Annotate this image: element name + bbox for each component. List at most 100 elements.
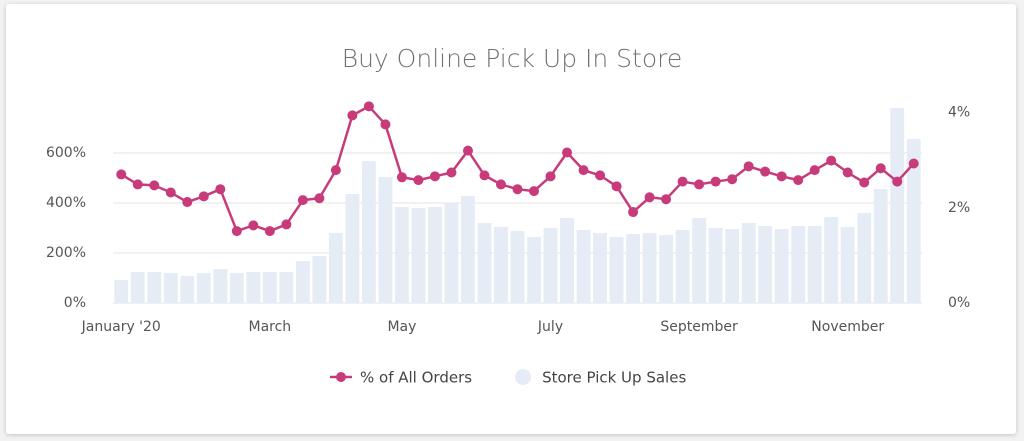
- line-marker: [611, 181, 622, 192]
- legend-label: Store Pick Up Sales: [542, 369, 686, 387]
- bar: [229, 273, 244, 303]
- line-marker: [149, 180, 160, 191]
- line-marker: [363, 101, 374, 112]
- line-marker: [859, 177, 870, 188]
- y-tick-label: 400%: [46, 195, 86, 211]
- bar: [857, 213, 872, 303]
- bar: [906, 139, 921, 303]
- bar: [494, 227, 508, 303]
- bar: [180, 276, 195, 303]
- line-marker: [842, 167, 853, 178]
- line-marker: [826, 155, 837, 166]
- legend-marker: [515, 369, 532, 385]
- x-tick-label: May: [387, 319, 416, 335]
- bar: [675, 230, 690, 303]
- line-marker: [710, 176, 721, 187]
- line-marker: [182, 197, 193, 208]
- bar: [774, 229, 789, 303]
- bar: [543, 228, 558, 303]
- x-tick-label: July: [537, 319, 563, 335]
- bar: [593, 233, 607, 303]
- bar: [163, 273, 178, 303]
- x-tick-label: March: [249, 319, 292, 335]
- bar: [130, 272, 145, 303]
- y2-tick-label: 2%: [948, 200, 970, 216]
- y-tick-label: 600%: [46, 145, 86, 161]
- y2-tick-label: 4%: [948, 105, 970, 121]
- bar: [147, 272, 162, 303]
- y-tick-label: 0%: [64, 295, 86, 311]
- line-marker: [215, 184, 226, 195]
- bar: [692, 218, 707, 303]
- bar: [361, 161, 376, 303]
- line-marker: [231, 226, 242, 237]
- bar: [428, 207, 442, 303]
- bar: [890, 108, 905, 303]
- line-marker: [793, 175, 804, 186]
- bar: [345, 194, 360, 303]
- bar: [213, 269, 228, 303]
- bar: [262, 272, 277, 303]
- line-marker: [132, 179, 143, 190]
- x-tick-label: September: [660, 319, 738, 335]
- bar: [758, 226, 773, 303]
- line-marker: [347, 110, 358, 121]
- bar: [791, 226, 806, 303]
- line-marker: [330, 165, 341, 176]
- line-marker: [776, 171, 787, 182]
- bar: [527, 237, 541, 303]
- line-marker: [545, 171, 556, 182]
- bar: [295, 261, 310, 303]
- x-tick-label: January '20: [81, 319, 161, 335]
- line-marker: [875, 163, 886, 174]
- chart-title: Buy Online Pick Up In Store: [342, 44, 683, 73]
- y2-tick-label: 0%: [948, 295, 970, 311]
- line-marker: [495, 179, 506, 190]
- bar: [461, 196, 475, 303]
- line-marker: [512, 184, 523, 195]
- bar: [725, 229, 740, 303]
- line-marker: [380, 119, 391, 130]
- line-marker: [462, 145, 473, 156]
- x-tick-label: November: [811, 319, 884, 335]
- line-marker: [429, 171, 440, 182]
- line-marker: [396, 172, 407, 183]
- line-marker: [165, 187, 176, 198]
- line-marker: [529, 186, 540, 197]
- bar: [873, 189, 888, 303]
- line-marker: [644, 192, 655, 203]
- line-marker: [248, 220, 259, 231]
- bar: [626, 234, 641, 303]
- legend-label: % of All Orders: [360, 369, 472, 387]
- line-marker: [661, 194, 672, 205]
- bar: [659, 235, 674, 303]
- bar: [840, 227, 855, 303]
- bar: [708, 228, 723, 303]
- bar: [378, 177, 393, 303]
- line-marker: [908, 158, 919, 169]
- bar: [824, 217, 839, 303]
- line-marker: [694, 179, 705, 190]
- bar: [642, 233, 657, 303]
- line-marker: [198, 191, 209, 202]
- line-marker: [578, 165, 589, 176]
- line-marker: [677, 176, 688, 187]
- bar: [246, 272, 261, 303]
- y-tick-label: 200%: [46, 245, 86, 261]
- line-marker: [595, 170, 606, 181]
- bar: [560, 218, 574, 303]
- bar: [576, 230, 591, 303]
- card: [6, 4, 1016, 434]
- line-marker: [892, 176, 903, 187]
- line-marker: [628, 207, 639, 218]
- bar: [328, 233, 343, 303]
- line-marker: [809, 165, 820, 176]
- line-marker: [297, 195, 308, 206]
- line-marker: [264, 226, 275, 237]
- line-marker: [727, 174, 738, 185]
- bar: [741, 223, 756, 303]
- bar: [444, 203, 459, 303]
- bar: [411, 208, 426, 303]
- bar: [510, 231, 525, 303]
